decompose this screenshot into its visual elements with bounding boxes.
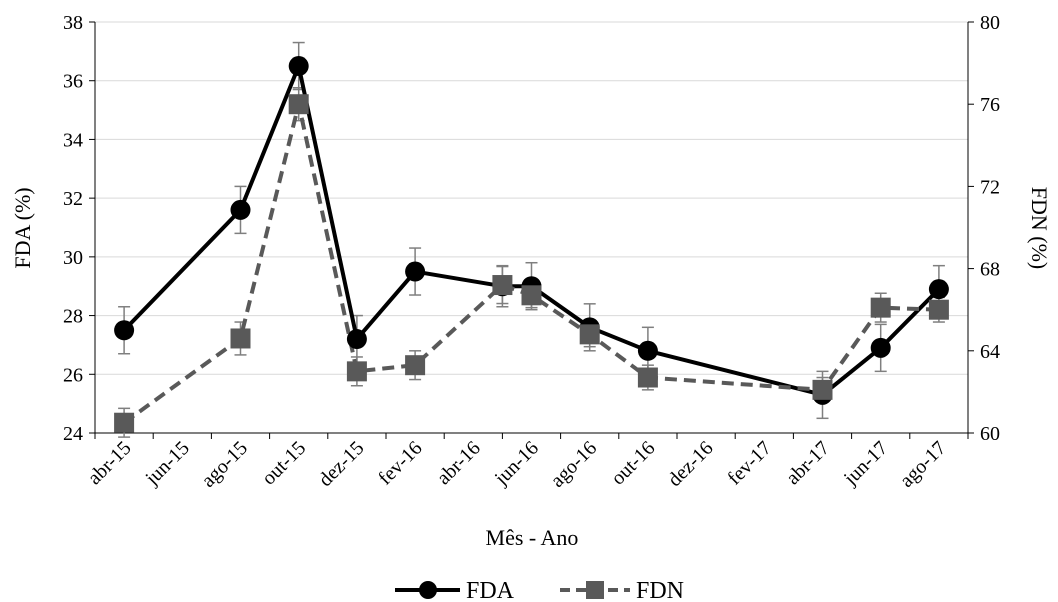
- legend-marker-fdn: [586, 581, 604, 599]
- x-tick-label: out-16: [607, 437, 659, 489]
- series-markers: [114, 56, 949, 433]
- data-point-fda: [870, 337, 891, 358]
- y-right-axis-title: FDN (%): [1027, 187, 1052, 270]
- data-point-fda: [346, 329, 367, 350]
- legend: FDA FDN: [395, 578, 684, 602]
- data-point-fdn: [637, 367, 658, 388]
- legend-marker-fda: [419, 581, 437, 599]
- x-tick-label: ago-15: [197, 437, 252, 492]
- data-point-fda: [230, 199, 251, 220]
- data-point-fdn: [870, 297, 891, 318]
- data-point-fda: [405, 261, 426, 282]
- gridlines: [95, 21, 968, 375]
- legend-label-fdn: FDN: [636, 578, 684, 602]
- data-point-fda: [288, 56, 309, 77]
- x-tick-label: jun-16: [490, 437, 543, 490]
- y-right-tick-label: 80: [980, 12, 1000, 34]
- y-left-tick-label: 30: [63, 247, 83, 269]
- y-right-tick-label: 72: [980, 176, 1000, 198]
- x-tick-label: fev-17: [723, 437, 775, 489]
- data-point-fdn: [405, 355, 426, 376]
- data-point-fdn: [579, 324, 600, 345]
- x-tick-label: fev-16: [374, 437, 426, 489]
- data-point-fdn: [928, 299, 949, 320]
- axes: [89, 21, 974, 439]
- y-left-tick-label: 26: [63, 364, 83, 386]
- y-left-tick-label: 24: [63, 423, 83, 445]
- y-left-tick-label: 38: [63, 12, 83, 34]
- y-right-tick-label: 68: [980, 259, 1000, 281]
- y-left-tick-label: 34: [63, 129, 83, 151]
- x-axis-title: Mês - Ano: [486, 525, 579, 550]
- legend-item-fdn: FDN: [560, 578, 684, 602]
- x-tick-label: dez-15: [314, 437, 368, 491]
- tick-labels: 24 26 28 30 32 34 36 38 60 64 68 72 76 80 abr-15 jun-15…: [63, 12, 1000, 492]
- y-right-tick-label: 60: [980, 423, 1000, 445]
- data-point-fdn: [346, 361, 367, 382]
- x-tick-label: abr-15: [83, 437, 135, 489]
- x-tick-label: jun-15: [141, 437, 194, 490]
- x-tick-label: jun-17: [839, 437, 892, 490]
- legend-label-fda: FDA: [466, 578, 515, 602]
- series-line-fdn: [122, 102, 939, 425]
- x-tick-label: abr-16: [433, 437, 485, 489]
- x-tick-label: out-15: [258, 437, 310, 489]
- data-point-fdn: [492, 275, 513, 296]
- data-point-fdn: [812, 379, 833, 400]
- data-point-fdn: [288, 94, 309, 115]
- x-tick-label: dez-16: [664, 437, 718, 491]
- x-tick-label: ago-16: [546, 437, 601, 492]
- data-point-fdn: [521, 285, 542, 306]
- data-point-fdn: [114, 412, 135, 433]
- y-left-tick-label: 36: [63, 71, 83, 93]
- y-left-tick-label: 32: [63, 188, 83, 210]
- x-tick-label: abr-17: [782, 437, 834, 489]
- y-right-tick-label: 76: [980, 94, 1000, 116]
- legend-item-fda: FDA: [395, 578, 515, 602]
- y-left-axis-title: FDA (%): [10, 187, 35, 268]
- series-lines: [122, 64, 941, 425]
- data-point-fdn: [230, 328, 251, 349]
- data-point-fda: [928, 279, 949, 300]
- y-left-tick-label: 28: [63, 306, 83, 328]
- error-bars: [118, 41, 945, 438]
- data-point-fda: [637, 340, 658, 361]
- x-tick-label: ago-17: [896, 437, 951, 492]
- y-right-tick-label: 64: [980, 341, 1000, 363]
- data-point-fda: [114, 320, 135, 341]
